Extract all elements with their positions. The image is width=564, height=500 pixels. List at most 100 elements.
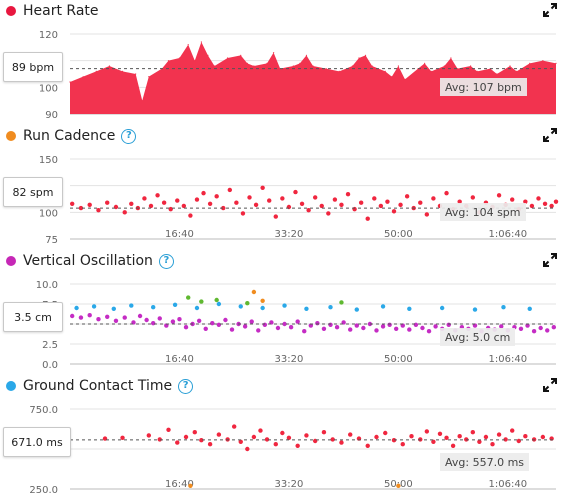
cadence-data-point	[299, 201, 305, 206]
vertical-data-point	[367, 321, 373, 327]
gct-data-point	[365, 443, 370, 448]
cadence-data-point	[122, 210, 127, 215]
gct-data-point	[166, 427, 171, 432]
cadence-data-point	[339, 202, 344, 208]
cadence-data-point	[385, 199, 390, 204]
vertical-data-point	[170, 319, 176, 324]
cadence-data-point	[175, 198, 180, 203]
help-icon[interactable]: ?	[178, 378, 194, 394]
cadence-data-point	[424, 212, 430, 217]
vertical-data-point	[361, 325, 366, 331]
vertical-data-point	[407, 327, 412, 332]
vertical-data-point	[129, 303, 134, 308]
gct-data-point	[216, 432, 222, 437]
vertical-data-point	[413, 322, 419, 327]
cadence-data-point	[319, 203, 324, 209]
cadence-data-point	[549, 203, 554, 209]
x-tick-label: 1:06:40	[489, 229, 528, 240]
help-icon[interactable]: ?	[158, 253, 174, 269]
heart-data-point	[266, 62, 268, 64]
heart-data-point	[384, 70, 386, 72]
heart-data-point	[443, 65, 445, 67]
cadence-data-point	[78, 205, 84, 211]
gct-data-point	[199, 438, 204, 443]
gct-data-point	[120, 435, 125, 440]
vertical-data-point	[380, 304, 386, 309]
heart-data-point	[299, 62, 301, 64]
heart-data-point	[312, 65, 314, 67]
cadence-header: Run Cadence?	[0, 125, 137, 147]
gct-data-point	[503, 437, 508, 442]
cadence-data-point	[280, 196, 285, 201]
heart-data-point	[364, 54, 367, 56]
gct-data-point	[146, 433, 152, 438]
heart-area-series	[70, 42, 556, 114]
heart-data-point	[227, 57, 229, 59]
gct-data-point	[280, 430, 285, 436]
gct-data-point	[510, 428, 515, 433]
vertical-data-point	[380, 324, 386, 329]
gct-data-point	[348, 432, 353, 437]
vertical-data-point	[238, 304, 243, 309]
average-label: Avg: 104 spm	[440, 203, 526, 221]
gct-data-point	[157, 437, 162, 442]
expand-icon[interactable]	[542, 2, 558, 18]
gct-data-point	[251, 434, 257, 440]
heart-data-point	[305, 54, 308, 56]
cadence-data-point	[188, 213, 193, 218]
expand-icon[interactable]	[542, 377, 558, 393]
heart-title: Heart Rate	[23, 3, 99, 19]
cadence-data-point	[523, 199, 528, 204]
vertical-data-point	[203, 326, 208, 331]
expand-icon[interactable]	[542, 127, 558, 143]
gct-data-point	[286, 435, 292, 440]
vertical-data-point	[260, 305, 265, 311]
expand-icon[interactable]	[542, 252, 558, 268]
gct-data-point	[523, 434, 528, 439]
vertical-data-point	[538, 325, 543, 331]
cadence-data-point	[365, 216, 370, 221]
gct-data-point	[321, 430, 327, 435]
vertical-data-point	[545, 328, 550, 333]
heart-data-point	[430, 70, 432, 72]
cadence-data-point	[273, 214, 278, 219]
heart-data-point	[424, 62, 426, 64]
average-label: Avg: 557.0 ms	[440, 453, 530, 471]
gct-data-point	[245, 446, 250, 452]
vertical-data-point	[499, 324, 504, 329]
vertical-data-point	[111, 306, 116, 311]
heart-data-point	[272, 52, 275, 54]
vertical-data-point	[150, 305, 156, 310]
cadence-data-point	[358, 200, 364, 205]
vertical-data-point	[172, 302, 178, 307]
vertical-data-point	[354, 307, 359, 312]
gct-data-point	[396, 483, 401, 488]
gct-data-point	[330, 437, 335, 442]
cadence-data-point	[148, 203, 154, 209]
vertical-data-point	[282, 321, 287, 327]
heart-data-point	[69, 81, 71, 83]
cadence-data-point	[155, 193, 160, 198]
cadence-data-point	[536, 196, 541, 201]
gct-header: Ground Contact Time?	[0, 375, 194, 397]
gct-data-point	[258, 428, 263, 433]
vertical-data-point	[242, 324, 248, 329]
current-value-box: 3.5 cm	[3, 302, 63, 332]
legend-dot-icon	[6, 256, 16, 266]
gct-data-point	[431, 439, 436, 444]
heart-data-point	[141, 100, 143, 102]
cadence-data-point	[398, 202, 403, 208]
vertical-data-point	[177, 317, 182, 322]
cadence-data-point	[391, 209, 397, 214]
vertical-data-point	[183, 325, 189, 330]
cadence-data-point	[267, 198, 272, 203]
x-tick-label: 50:00	[384, 354, 413, 365]
vertical-data-point	[105, 314, 110, 319]
vertical-data-point	[113, 318, 119, 323]
gct-data-point	[175, 440, 180, 445]
help-icon[interactable]: ?	[121, 128, 137, 144]
gct-data-point	[304, 433, 309, 438]
heart-data-point	[213, 65, 216, 67]
